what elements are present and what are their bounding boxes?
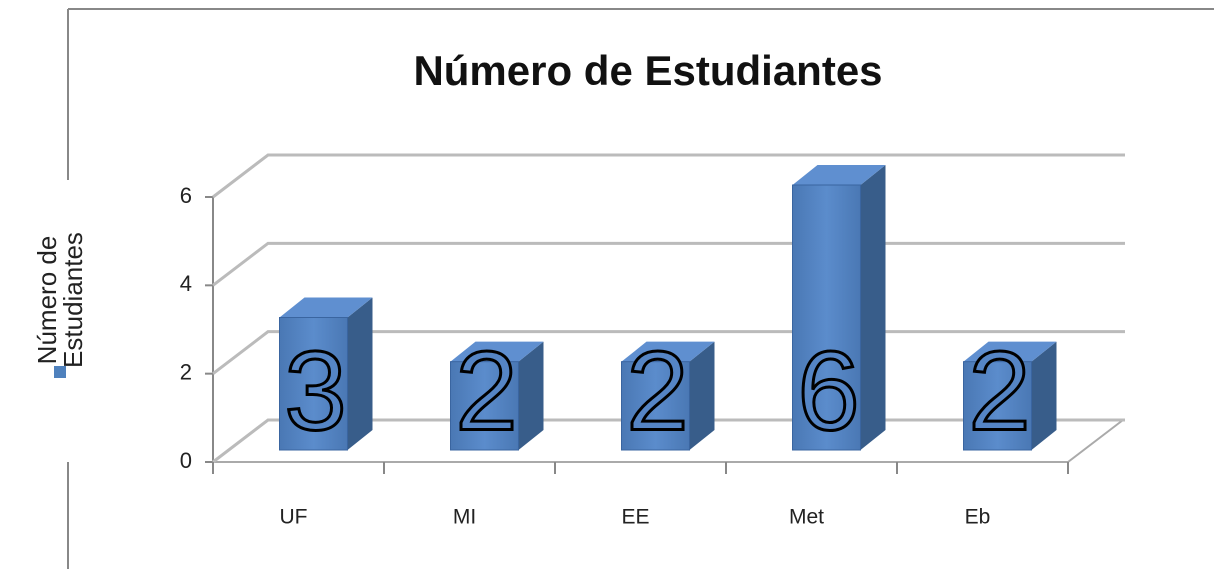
grid-line — [212, 241, 1125, 287]
x-tick-label: Met — [789, 506, 824, 529]
bar: 3 — [279, 297, 373, 455]
bar-front — [279, 317, 348, 451]
y-tick-label: 0 — [180, 448, 192, 473]
data-label: 2 — [968, 329, 1030, 454]
bar-side — [518, 341, 544, 450]
bar-side — [860, 165, 886, 450]
bar: 2 — [450, 327, 544, 455]
grid-line — [212, 153, 1125, 199]
x-tick-label: Eb — [965, 506, 991, 529]
bar-side — [1031, 341, 1057, 450]
bar: 2 — [963, 327, 1057, 455]
legend-label: Número deEstudiantes — [32, 232, 88, 368]
y-tick-label: 2 — [180, 359, 192, 384]
chart-title: Número de Estudiantes — [413, 47, 882, 94]
x-tick-label: UF — [280, 506, 308, 529]
data-label: 2 — [455, 329, 517, 454]
y-tick-label: 4 — [180, 271, 192, 296]
legend: Número deEstudiantes — [32, 232, 88, 378]
bar-front — [963, 361, 1032, 451]
legend-swatch — [54, 366, 66, 378]
data-label: 2 — [626, 329, 688, 454]
bar-front — [792, 184, 861, 451]
bar-top — [963, 341, 1057, 362]
bar-top — [450, 341, 544, 362]
bar-top — [792, 165, 886, 185]
bar-front — [621, 361, 690, 451]
data-label: 3 — [284, 329, 346, 454]
frame — [67, 8, 1214, 569]
x-tick-label: MI — [453, 506, 476, 529]
bar-front — [450, 361, 519, 451]
bar: 6 — [792, 165, 886, 455]
x-tick-label: EE — [621, 506, 649, 529]
bar: 2 — [621, 327, 715, 455]
bar-side — [347, 297, 373, 450]
bar-top — [621, 341, 715, 362]
data-label: 6 — [797, 329, 859, 454]
y-tick-label: 6 — [180, 183, 192, 208]
bar-side — [689, 341, 715, 450]
bar-top — [279, 297, 373, 318]
